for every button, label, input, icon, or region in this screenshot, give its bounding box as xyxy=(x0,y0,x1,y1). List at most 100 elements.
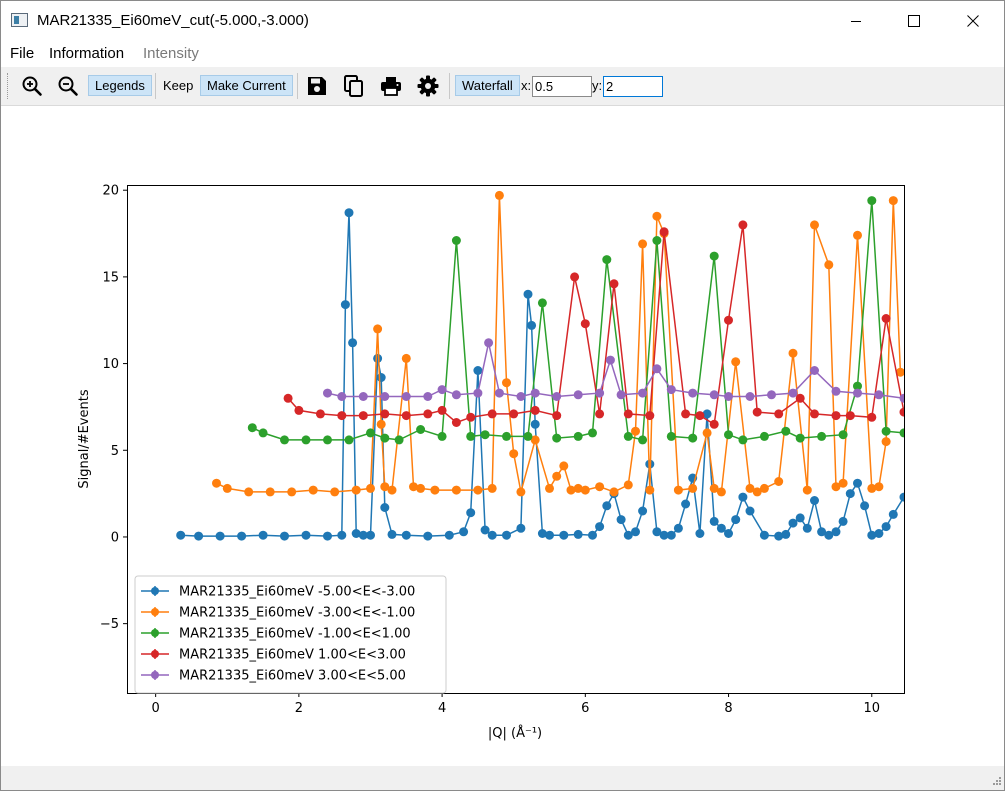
settings-icon[interactable] xyxy=(416,74,440,98)
legend-label: MAR21335_Ei60meV 1.00<E<3.00 xyxy=(179,648,406,663)
data-point xyxy=(480,525,490,535)
data-point xyxy=(340,300,350,310)
data-point xyxy=(724,430,733,440)
legend-label: MAR21335_Ei60meV -5.00<E<-3.00 xyxy=(179,585,415,600)
data-point xyxy=(222,483,232,493)
data-point xyxy=(867,483,877,493)
data-point xyxy=(853,478,862,488)
toolbar-grip[interactable] xyxy=(7,73,10,99)
data-point xyxy=(287,487,297,497)
data-point xyxy=(516,487,526,497)
data-point xyxy=(301,530,311,540)
data-point xyxy=(788,388,798,398)
waterfall-x-input[interactable] xyxy=(532,76,592,97)
print-icon[interactable] xyxy=(379,74,403,98)
data-point xyxy=(899,393,904,403)
legend-entry[interactable]: MAR21335_Ei60meV 1.00<E<3.00 xyxy=(141,648,406,663)
data-point xyxy=(344,208,354,218)
resize-grip-icon[interactable] xyxy=(990,776,1002,788)
cut-plot[interactable]: 0 2 4 6 8 10 −5 0 5 10 15 20 |Q| (Å⁻¹) Signal/#Even… xyxy=(1,106,1004,766)
make-current-button[interactable]: Make Current xyxy=(200,75,293,96)
data-point xyxy=(530,435,540,445)
data-point xyxy=(623,480,633,490)
data-point xyxy=(673,485,683,495)
legend-entry[interactable]: MAR21335_Ei60meV -5.00<E<-3.00 xyxy=(141,585,415,600)
data-point xyxy=(802,523,812,533)
minimize-button[interactable] xyxy=(833,1,879,41)
data-point xyxy=(824,260,834,270)
legend-entry[interactable]: MAR21335_Ei60meV -3.00<E<-1.00 xyxy=(141,606,415,621)
maximize-button[interactable] xyxy=(891,1,937,41)
data-point xyxy=(509,409,519,419)
data-point xyxy=(380,503,390,512)
status-bar xyxy=(1,766,1004,790)
data-point xyxy=(473,485,483,495)
data-point xyxy=(831,386,841,396)
data-point xyxy=(788,348,798,358)
data-point xyxy=(559,530,569,540)
data-point xyxy=(308,485,318,495)
data-point xyxy=(881,314,891,323)
data-point xyxy=(716,487,726,497)
data-point xyxy=(380,482,390,492)
data-point xyxy=(774,477,784,486)
data-point xyxy=(401,353,411,363)
title-bar[interactable]: MAR21335_Ei60meV_cut(-5.000,-3.000) xyxy=(1,1,1004,41)
data-point xyxy=(358,530,368,540)
menu-intensity[interactable]: Intensity xyxy=(143,45,199,62)
data-point xyxy=(430,485,440,495)
keep-button[interactable]: Keep xyxy=(163,78,194,93)
data-point xyxy=(652,527,662,537)
data-point xyxy=(358,392,368,401)
data-point xyxy=(573,529,583,539)
data-point xyxy=(545,483,554,493)
maximize-icon xyxy=(908,15,920,27)
legend-marker xyxy=(151,671,159,679)
data-point xyxy=(373,324,383,334)
legend-entry[interactable]: MAR21335_Ei60meV 3.00<E<5.00 xyxy=(141,669,406,684)
data-point xyxy=(484,338,494,348)
data-point xyxy=(176,530,186,540)
close-button[interactable] xyxy=(950,1,996,41)
data-point xyxy=(247,423,257,433)
data-point xyxy=(738,492,748,502)
data-point xyxy=(659,227,669,237)
series-0 xyxy=(176,208,904,541)
data-point xyxy=(588,428,597,438)
plot-canvas[interactable]: 0 2 4 6 8 10 −5 0 5 10 15 20 |Q| (Å⁻¹) Signal/#Even… xyxy=(1,106,1004,766)
data-point xyxy=(516,523,526,533)
menu-information[interactable]: Information xyxy=(49,45,125,62)
zoom-in-icon[interactable] xyxy=(20,74,44,98)
save-icon[interactable] xyxy=(305,74,329,98)
data-point xyxy=(638,435,648,445)
menu-file[interactable]: File xyxy=(10,45,35,62)
data-point xyxy=(702,409,712,419)
data-point xyxy=(745,483,755,493)
data-point xyxy=(652,236,662,245)
waterfall-y-input[interactable] xyxy=(603,76,663,97)
legends-button[interactable]: Legends xyxy=(88,75,152,96)
x-tick-label: 10 xyxy=(864,701,881,716)
zoom-out-icon[interactable] xyxy=(56,74,80,98)
data-point xyxy=(523,431,533,441)
legend-marker xyxy=(151,608,159,616)
data-point xyxy=(516,392,526,401)
data-point xyxy=(423,409,433,419)
data-point xyxy=(537,298,547,308)
data-point xyxy=(845,411,855,421)
legend-label: MAR21335_Ei60meV -3.00<E<-1.00 xyxy=(179,606,415,621)
data-point xyxy=(330,487,340,497)
data-point xyxy=(810,366,819,375)
copy-icon[interactable] xyxy=(342,74,366,98)
legend-marker xyxy=(151,629,159,637)
close-icon xyxy=(967,15,979,27)
data-point xyxy=(652,364,662,374)
legend-label: MAR21335_Ei60meV -1.00<E<1.00 xyxy=(179,627,411,642)
data-point xyxy=(523,289,533,299)
waterfall-toggle[interactable]: Waterfall xyxy=(455,75,520,96)
legend-entry[interactable]: MAR21335_Ei60meV -1.00<E<1.00 xyxy=(141,627,411,642)
data-point xyxy=(709,390,719,400)
legend[interactable]: MAR21335_Ei60meV -5.00<E<-3.00 MAR21335_E… xyxy=(134,575,447,694)
data-point xyxy=(258,530,268,540)
data-point xyxy=(530,388,540,398)
